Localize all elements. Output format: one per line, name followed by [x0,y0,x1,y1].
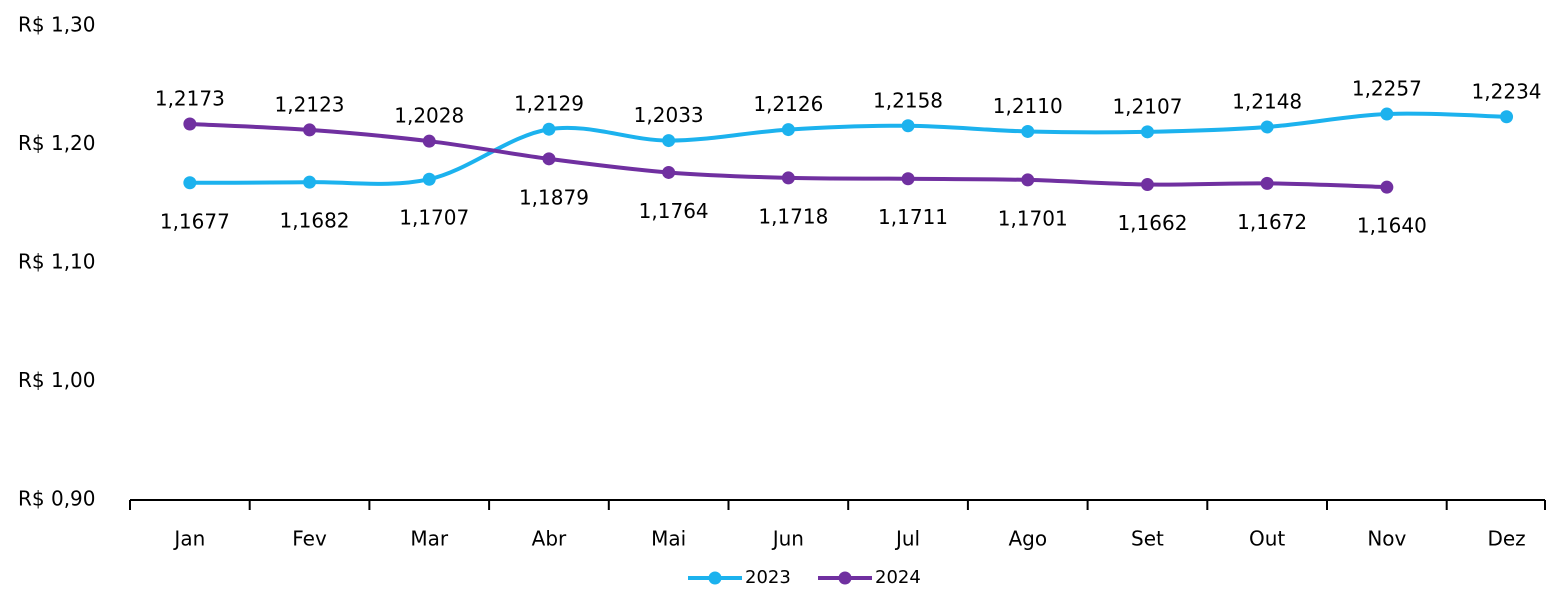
data-point [1140,125,1154,139]
y-tick-label: R$ 1,20 [18,131,96,155]
data-label: 1,1662 [1117,211,1187,235]
x-tick-label: Ago [1008,527,1047,551]
y-tick-label: R$ 0,90 [18,487,96,511]
y-tick-label: R$ 1,30 [18,13,96,37]
data-label: 1,2110 [993,94,1063,118]
data-point [781,123,795,137]
x-tick-label: Out [1249,527,1285,551]
data-point [1380,180,1394,194]
data-label: 1,2107 [1112,94,1182,118]
data-point [422,134,436,148]
data-point [422,172,436,186]
data-label: 1,1718 [758,204,828,228]
series-line [189,111,1507,186]
data-label: 1,2028 [394,104,464,128]
x-tick-label: Nov [1367,527,1406,551]
data-label: 1,2257 [1352,77,1422,101]
x-tick-label: Jul [894,527,920,551]
x-tick-label: Jun [771,527,804,551]
x-tick-label: Mar [410,527,449,551]
data-point [901,172,915,186]
y-tick-label: R$ 1,10 [18,250,96,274]
data-label: 1,1707 [399,206,469,230]
data-point [662,134,676,148]
data-point [1021,173,1035,187]
data-point [303,175,317,189]
data-label: 1,2033 [634,103,704,127]
x-tick-label: Abr [532,527,567,551]
data-point [303,123,317,137]
legend-marker [708,571,722,585]
data-label: 1,2234 [1472,79,1542,103]
data-point [542,122,556,136]
data-label: 1,1879 [519,185,589,209]
data-label: 1,2126 [753,92,823,116]
data-point [901,119,915,133]
data-point [1380,107,1394,121]
y-tick-label: R$ 1,00 [18,368,96,392]
data-point [781,171,795,185]
data-point [1500,110,1514,124]
legend-label: 2023 [745,567,791,588]
legend-label: 2024 [875,567,921,588]
legend-marker [838,571,852,585]
data-point [183,176,197,190]
x-tick-label: Mai [651,527,686,551]
data-label: 1,1672 [1237,210,1307,234]
data-label: 1,1677 [160,209,230,233]
data-point [183,117,197,131]
data-label: 1,1711 [878,205,948,229]
x-tick-label: Jan [172,527,205,551]
x-tick-label: Dez [1487,527,1525,551]
data-point [1260,176,1274,190]
data-label: 1,2123 [275,92,345,116]
data-point [1260,120,1274,134]
data-label: 1,2148 [1232,89,1302,113]
data-label: 1,1764 [639,199,709,223]
data-label: 1,2173 [155,86,225,110]
x-tick-label: Set [1131,527,1164,551]
data-label: 1,1701 [998,206,1068,230]
x-tick-label: Fev [292,527,327,551]
data-label: 1,2158 [873,88,943,112]
data-point [542,152,556,166]
data-label: 1,1640 [1357,214,1427,238]
data-point [1021,124,1035,138]
data-point [1140,178,1154,192]
data-label: 1,2129 [514,92,584,116]
data-point [662,165,676,179]
data-label: 1,1682 [280,209,350,233]
